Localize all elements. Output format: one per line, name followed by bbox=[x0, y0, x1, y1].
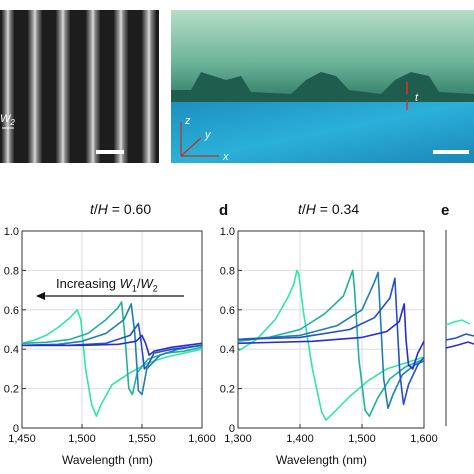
increasing-arrow bbox=[36, 292, 184, 300]
thickness-label: t bbox=[415, 92, 419, 104]
axis-x-label: x bbox=[222, 151, 229, 163]
sem-ridge bbox=[114, 10, 128, 163]
series-line-1 bbox=[237, 269, 425, 421]
series-line-3 bbox=[21, 303, 203, 396]
x-tick-label: 1,300 bbox=[224, 433, 252, 445]
axis-y-label: y bbox=[204, 129, 212, 141]
y-tick-label: 0.2 bbox=[220, 384, 235, 396]
y-tick-label: 0.8 bbox=[4, 265, 19, 277]
sem-ridge bbox=[86, 10, 100, 163]
series-line-4 bbox=[22, 322, 203, 370]
substrate-region bbox=[171, 102, 474, 163]
sem-ridge bbox=[56, 10, 70, 163]
y-axis-line bbox=[180, 137, 202, 157]
series-line-2 bbox=[237, 269, 425, 417]
plot-frame bbox=[237, 230, 425, 429]
chart-panel-e-partial bbox=[445, 230, 474, 426]
panel-e-series bbox=[445, 333, 474, 341]
w2-label: W2 bbox=[0, 113, 15, 127]
series-line-4 bbox=[237, 277, 425, 406]
y-tick-label: 0.6 bbox=[4, 305, 19, 317]
panel-letter-e: e bbox=[441, 202, 450, 219]
increasing-annotation: Increasing W1/W2 bbox=[56, 276, 158, 294]
y-tick-label: 0.6 bbox=[220, 305, 235, 317]
sem-ridge bbox=[28, 10, 42, 163]
x-tick-label: 1,600 bbox=[410, 433, 438, 445]
plot-frame bbox=[21, 230, 203, 429]
y-tick-label: 0.8 bbox=[220, 265, 235, 277]
panel-c-xlabel: Wavelength (nm) bbox=[62, 453, 153, 467]
y-tick-label: 0.4 bbox=[220, 344, 235, 356]
y-tick-label: 0 bbox=[229, 423, 235, 435]
x-tick-label: 1,450 bbox=[8, 433, 36, 445]
sem-ridge bbox=[142, 10, 156, 163]
y-tick-label: 1.0 bbox=[4, 226, 19, 238]
panel-e-series bbox=[445, 341, 474, 349]
x-tick-label: 1,400 bbox=[286, 433, 314, 445]
x-tick-label: 1,500 bbox=[68, 433, 96, 445]
series-line-5 bbox=[22, 334, 203, 356]
y-tick-label: 0 bbox=[13, 423, 19, 435]
axis-z-label: z bbox=[184, 115, 191, 127]
scale-bar bbox=[96, 150, 124, 154]
sem-ridge bbox=[2, 10, 14, 163]
series-line-5 bbox=[237, 303, 425, 370]
x-tick-label: 1,550 bbox=[128, 433, 156, 445]
sem-background bbox=[0, 10, 159, 163]
x-tick-label: 1,500 bbox=[348, 433, 376, 445]
series-line-3 bbox=[237, 271, 425, 410]
panel-letter-d: d bbox=[219, 202, 229, 219]
x-tick-label: 1,600 bbox=[188, 433, 216, 445]
panel-c-title: t/H = 0.60 bbox=[90, 201, 152, 217]
grating-ridges bbox=[171, 72, 474, 106]
y-tick-label: 0.2 bbox=[4, 384, 19, 396]
sem-image-cross-section: z y x t bbox=[171, 10, 474, 163]
panel-e-series bbox=[445, 319, 471, 326]
sem-image-top-view: W2 bbox=[0, 10, 159, 163]
panel-d-xlabel: Wavelength (nm) bbox=[276, 453, 367, 467]
y-tick-label: 0.4 bbox=[4, 344, 19, 356]
panel-d-title: t/H = 0.34 bbox=[298, 201, 360, 217]
scale-bar bbox=[433, 150, 469, 154]
y-tick-label: 1.0 bbox=[220, 226, 235, 238]
